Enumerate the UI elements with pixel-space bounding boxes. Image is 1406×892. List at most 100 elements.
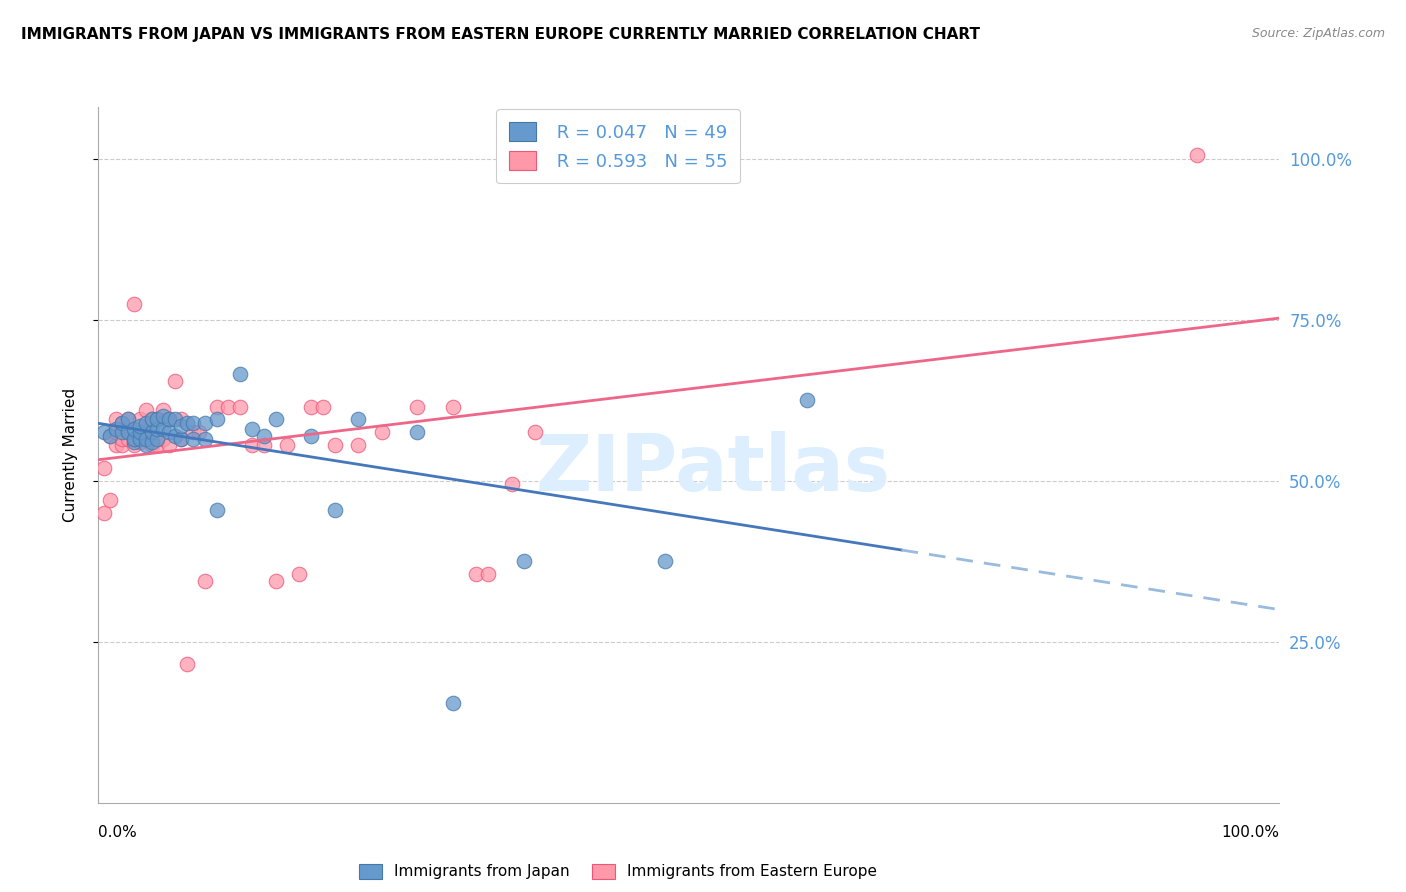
Point (187, 425, 209, 440)
Point (128, 432, 150, 446)
Point (122, 435, 145, 450)
Point (240, 422, 263, 436)
Point (128, 419, 150, 434)
Point (441, 696, 464, 710)
Point (194, 416, 217, 430)
Point (135, 432, 157, 446)
Point (170, 419, 193, 434)
Point (98, 428, 121, 442)
Point (501, 476, 523, 491)
Point (170, 432, 193, 446)
Point (181, 425, 204, 440)
Point (299, 400, 322, 414)
Text: ZIPatlas: ZIPatlas (536, 431, 890, 507)
Point (146, 422, 169, 436)
Point (146, 438, 169, 452)
Point (240, 438, 263, 452)
Point (796, 393, 818, 408)
Point (105, 438, 128, 452)
Point (194, 432, 217, 446)
Point (141, 438, 163, 452)
Point (205, 502, 228, 516)
Point (135, 432, 157, 446)
Point (105, 425, 128, 440)
Point (229, 400, 252, 414)
Point (105, 422, 128, 436)
Point (194, 574, 217, 588)
Point (98, 428, 121, 442)
Text: Source: ZipAtlas.com: Source: ZipAtlas.com (1251, 27, 1385, 40)
Point (181, 416, 204, 430)
Point (406, 400, 429, 414)
Point (264, 412, 287, 426)
Point (229, 368, 252, 382)
Point (117, 432, 139, 446)
Point (152, 402, 174, 417)
Point (253, 428, 276, 442)
Point (122, 296, 145, 310)
Point (146, 412, 169, 426)
Point (135, 425, 157, 440)
Point (205, 400, 228, 414)
Point (111, 416, 134, 430)
Point (135, 438, 157, 452)
Point (165, 374, 187, 388)
Point (181, 432, 204, 446)
Point (288, 567, 311, 582)
Point (170, 412, 193, 426)
Point (276, 438, 298, 452)
Point (122, 432, 145, 446)
Point (176, 416, 198, 430)
Point (165, 428, 187, 442)
Point (117, 412, 139, 426)
Point (217, 400, 239, 414)
Point (93, 425, 115, 440)
Point (176, 657, 198, 672)
Point (347, 438, 370, 452)
Point (146, 412, 169, 426)
Y-axis label: Currently Married: Currently Married (63, 388, 77, 522)
Point (512, 554, 534, 568)
Point (347, 412, 370, 426)
Point (135, 416, 157, 430)
Point (105, 412, 128, 426)
Point (111, 425, 134, 440)
Point (654, 554, 676, 568)
Point (406, 425, 429, 440)
Point (157, 412, 180, 426)
Point (170, 432, 193, 446)
Point (93, 506, 115, 520)
Point (141, 412, 163, 426)
Point (323, 502, 346, 516)
Point (299, 428, 322, 442)
Point (122, 438, 145, 452)
Point (205, 412, 228, 426)
Point (122, 432, 145, 446)
Point (312, 400, 335, 414)
Text: IMMIGRANTS FROM JAPAN VS IMMIGRANTS FROM EASTERN EUROPE CURRENTLY MARRIED CORREL: IMMIGRANTS FROM JAPAN VS IMMIGRANTS FROM… (21, 27, 980, 42)
Point (441, 400, 464, 414)
Point (152, 422, 174, 436)
Point (122, 422, 145, 436)
Point (111, 432, 134, 446)
Point (111, 416, 134, 430)
Point (477, 567, 499, 582)
Point (1185, 148, 1208, 162)
Point (111, 438, 134, 452)
Text: 100.0%: 100.0% (1222, 825, 1279, 840)
Point (146, 432, 169, 446)
Point (128, 425, 150, 440)
Point (157, 438, 180, 452)
Point (135, 402, 157, 417)
Point (157, 412, 180, 426)
Point (141, 412, 163, 426)
Point (128, 412, 150, 426)
Point (371, 425, 394, 440)
Point (141, 425, 163, 440)
Point (98, 493, 121, 508)
Point (323, 438, 346, 452)
Point (152, 409, 174, 424)
Point (152, 432, 174, 446)
Point (165, 412, 187, 426)
Point (128, 435, 150, 450)
